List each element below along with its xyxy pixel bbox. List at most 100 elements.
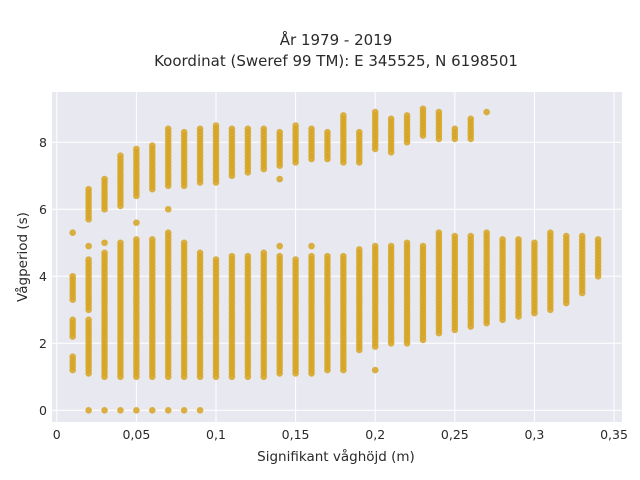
data-point — [101, 239, 108, 247]
data-point — [499, 236, 506, 243]
y-tick-labels: 0 2 4 6 8 — [39, 135, 47, 418]
data-point — [69, 229, 76, 237]
data-point — [244, 125, 252, 133]
y-tick-label: 8 — [39, 135, 47, 150]
data-point — [308, 252, 315, 260]
y-tick-label: 2 — [39, 336, 47, 351]
data-point — [180, 239, 188, 247]
data-point — [85, 406, 92, 414]
data-point — [260, 249, 268, 257]
y-axis-label: Vågperiod (s) — [14, 212, 31, 302]
chart-title-line-2: Koordinat (Sweref 99 TM): E 345525, N 61… — [154, 52, 518, 70]
y-tick-label: 4 — [39, 269, 47, 284]
data-point — [85, 185, 92, 193]
x-tick-label: 0,25 — [441, 427, 469, 442]
data-point — [419, 105, 427, 113]
data-point — [228, 125, 236, 133]
data-point — [594, 236, 602, 243]
data-point — [483, 229, 490, 237]
data-point — [340, 112, 347, 119]
data-point — [85, 242, 92, 250]
data-point — [196, 406, 204, 414]
data-point — [467, 115, 475, 123]
data-point — [435, 108, 443, 116]
data-point — [85, 256, 92, 263]
data-point — [371, 366, 379, 374]
data-point — [324, 252, 331, 260]
data-point — [324, 128, 331, 136]
data-point — [212, 256, 220, 263]
data-point — [387, 115, 395, 123]
data-point — [69, 353, 76, 360]
x-tick-label: 0,1 — [206, 427, 226, 442]
data-point — [133, 406, 140, 414]
data-point — [403, 239, 411, 247]
data-point — [164, 205, 172, 213]
x-tick-labels: 0 0,05 0,1 0,15 0,2 0,25 0,3 0,35 — [53, 427, 628, 442]
y-tick-label: 6 — [39, 202, 47, 217]
x-tick-label: 0,15 — [282, 427, 310, 442]
data-point — [419, 242, 427, 250]
data-point — [451, 125, 459, 133]
data-point — [164, 125, 172, 133]
data-point — [149, 406, 156, 414]
data-point — [308, 242, 315, 250]
data-point — [483, 108, 490, 116]
data-point — [212, 122, 220, 129]
data-point — [117, 406, 124, 414]
data-point — [387, 242, 395, 250]
data-point — [292, 122, 299, 129]
data-point — [180, 128, 188, 136]
data-point — [562, 232, 570, 240]
data-point — [164, 406, 172, 414]
data-point — [117, 239, 124, 247]
data-point — [371, 242, 379, 250]
data-point — [276, 242, 283, 250]
y-tick-label: 0 — [39, 403, 47, 418]
data-point — [101, 175, 108, 183]
data-point — [340, 252, 347, 260]
data-point — [101, 406, 108, 414]
data-point — [515, 236, 522, 243]
data-point — [578, 232, 586, 240]
data-point — [467, 232, 475, 240]
data-point — [180, 406, 188, 414]
data-point — [101, 249, 108, 257]
data-point — [403, 112, 411, 119]
data-point — [292, 256, 299, 263]
data-point — [85, 316, 92, 324]
x-tick-label: 0 — [53, 427, 61, 442]
x-tick-label: 0,05 — [122, 427, 150, 442]
data-point — [149, 142, 156, 149]
data-point — [69, 272, 76, 280]
data-point — [133, 145, 140, 153]
data-point — [244, 252, 252, 260]
chart-title-line-1: År 1979 - 2019 — [280, 30, 393, 49]
data-point — [260, 125, 268, 133]
data-point — [547, 229, 554, 237]
data-point — [149, 236, 156, 243]
data-point — [355, 128, 363, 136]
data-point — [355, 246, 363, 253]
data-point — [228, 252, 236, 260]
data-point — [371, 108, 379, 116]
data-point — [451, 232, 459, 240]
data-point — [531, 239, 538, 247]
data-point — [435, 229, 443, 237]
x-axis-label: Signifikant våghöjd (m) — [257, 448, 415, 465]
x-tick-label: 0,3 — [524, 427, 544, 442]
data-point — [164, 229, 172, 237]
data-point — [308, 125, 315, 133]
data-points — [69, 105, 602, 414]
data-point — [117, 152, 124, 159]
data-point — [133, 219, 140, 226]
data-point — [196, 249, 204, 257]
x-tick-label: 0,2 — [365, 427, 385, 442]
data-point — [276, 175, 283, 183]
data-point — [133, 236, 140, 243]
data-point — [69, 316, 76, 324]
data-point — [196, 125, 204, 133]
data-point — [276, 252, 283, 260]
plot-area — [52, 92, 622, 422]
